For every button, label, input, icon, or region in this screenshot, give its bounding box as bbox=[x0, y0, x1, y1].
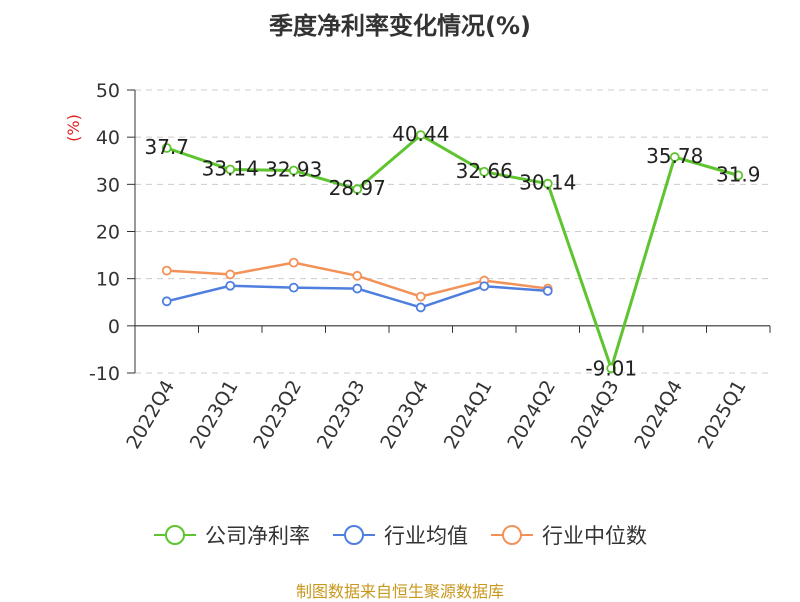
data-label: 35.78 bbox=[646, 144, 703, 168]
y-tick-label: 10 bbox=[96, 269, 120, 291]
data-point bbox=[161, 296, 172, 307]
data-point bbox=[542, 178, 553, 189]
legend-swatch-icon bbox=[491, 525, 533, 545]
data-point bbox=[288, 257, 299, 268]
x-tick-label: 2025Q1 bbox=[694, 377, 751, 453]
data-label: 31.9 bbox=[716, 162, 761, 186]
legend-label: 行业均值 bbox=[384, 524, 468, 548]
data-point bbox=[479, 166, 490, 177]
data-point bbox=[479, 281, 490, 292]
data-label: 32.66 bbox=[456, 159, 513, 183]
legend-swatch-icon bbox=[333, 525, 375, 545]
x-tick-label: 2023Q4 bbox=[376, 377, 433, 453]
x-tick-label: 2024Q4 bbox=[630, 377, 687, 453]
data-point bbox=[352, 184, 363, 195]
data-point bbox=[288, 282, 299, 293]
legend-item[interactable]: 行业均值 bbox=[332, 520, 468, 550]
data-point bbox=[225, 164, 236, 175]
data-point bbox=[161, 143, 172, 153]
data-point bbox=[415, 130, 426, 140]
x-tick-label: 2023Q2 bbox=[249, 377, 306, 453]
data-point bbox=[606, 363, 617, 374]
data-point bbox=[415, 302, 426, 313]
legend-label: 公司净利率 bbox=[205, 524, 310, 548]
data-point bbox=[542, 286, 553, 296]
legend-label: 行业中位数 bbox=[542, 524, 647, 548]
data-label: -9.01 bbox=[585, 356, 637, 380]
data-point bbox=[352, 270, 363, 281]
data-label: 32.93 bbox=[265, 158, 322, 182]
x-tick-label: 2023Q3 bbox=[313, 377, 370, 453]
data-point bbox=[733, 170, 744, 181]
data-point bbox=[415, 291, 426, 302]
legend-item[interactable]: 公司净利率 bbox=[153, 520, 310, 550]
data-label: 33.14 bbox=[202, 157, 259, 181]
y-tick-label: 0 bbox=[108, 316, 120, 338]
y-tick-label: 50 bbox=[96, 80, 120, 102]
data-point bbox=[669, 152, 680, 162]
data-point bbox=[352, 283, 363, 294]
data-point bbox=[288, 165, 299, 176]
legend-swatch-icon bbox=[154, 525, 196, 545]
data-point bbox=[225, 269, 236, 280]
chart-title: 季度净利率变化情况(%) bbox=[269, 12, 531, 40]
data-label: 28.97 bbox=[329, 176, 386, 200]
y-tick-label: 20 bbox=[96, 222, 120, 244]
data-point bbox=[225, 280, 236, 291]
x-tick-label: 2023Q1 bbox=[186, 377, 243, 453]
y-axis-label: (%) bbox=[64, 114, 83, 142]
legend-item[interactable]: 行业中位数 bbox=[490, 520, 647, 550]
x-tick-label: 2024Q2 bbox=[503, 377, 560, 453]
y-tick-label: 30 bbox=[96, 174, 120, 196]
x-tick-label: 2024Q1 bbox=[440, 377, 497, 453]
y-tick-label: -10 bbox=[89, 363, 120, 385]
data-point bbox=[161, 265, 172, 276]
data-label: 37.7 bbox=[144, 135, 189, 159]
y-tick-label: 40 bbox=[96, 127, 120, 149]
x-tick-label: 2022Q4 bbox=[122, 377, 179, 453]
data-label: 40.44 bbox=[392, 122, 449, 146]
data-label: 30.14 bbox=[519, 171, 576, 195]
x-tick-label: 2024Q3 bbox=[567, 377, 624, 453]
source-note: 制图数据来自恒生聚源数据库 bbox=[295, 582, 504, 601]
legend: 公司净利率 行业均值 行业中位数 bbox=[0, 520, 800, 550]
series-line bbox=[166, 133, 739, 370]
